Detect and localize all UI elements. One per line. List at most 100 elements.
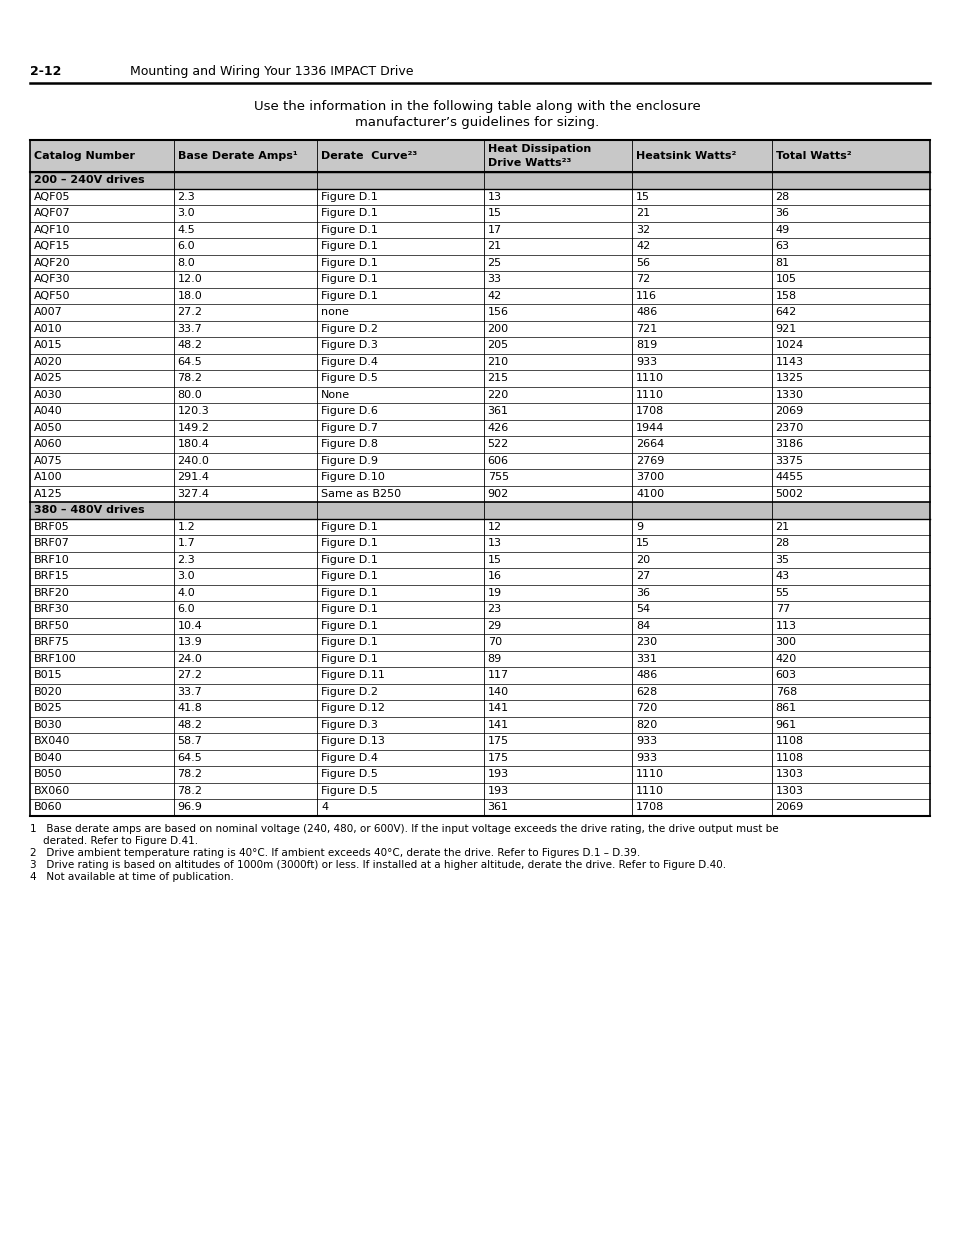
Text: none: none: [321, 308, 349, 317]
Text: A060: A060: [34, 440, 63, 450]
Text: B025: B025: [34, 703, 63, 714]
Text: 56: 56: [636, 258, 649, 268]
Text: 149.2: 149.2: [177, 422, 210, 432]
Text: 1108: 1108: [775, 736, 802, 746]
Text: 15: 15: [487, 209, 501, 219]
Text: B050: B050: [34, 769, 63, 779]
Text: A030: A030: [34, 390, 63, 400]
Text: 2769: 2769: [636, 456, 664, 466]
Text: 4100: 4100: [636, 489, 663, 499]
Text: A025: A025: [34, 373, 63, 383]
Text: 78.2: 78.2: [177, 785, 202, 795]
Text: 175: 175: [487, 736, 508, 746]
Text: 4.0: 4.0: [177, 588, 195, 598]
Text: 361: 361: [487, 803, 508, 813]
Text: 210: 210: [487, 357, 508, 367]
Text: B040: B040: [34, 753, 63, 763]
Text: BRF100: BRF100: [34, 653, 76, 663]
Text: A075: A075: [34, 456, 63, 466]
Text: 78.2: 78.2: [177, 373, 202, 383]
Text: None: None: [321, 390, 350, 400]
Text: 32: 32: [636, 225, 650, 235]
Text: 21: 21: [487, 241, 501, 251]
Text: 720: 720: [636, 703, 657, 714]
Text: A010: A010: [34, 324, 63, 333]
Text: B020: B020: [34, 687, 63, 697]
Text: 240.0: 240.0: [177, 456, 210, 466]
Text: Figure D.1: Figure D.1: [321, 191, 377, 201]
Text: 3186: 3186: [775, 440, 802, 450]
Text: Figure D.1: Figure D.1: [321, 621, 377, 631]
Text: 3700: 3700: [636, 472, 663, 482]
Text: Figure D.7: Figure D.7: [321, 422, 377, 432]
Text: 331: 331: [636, 653, 657, 663]
Text: 64.5: 64.5: [177, 753, 202, 763]
Text: 2   Drive ambient temperature rating is 40°C. If ambient exceeds 40°C, derate th: 2 Drive ambient temperature rating is 40…: [30, 847, 639, 857]
Text: Figure D.5: Figure D.5: [321, 373, 377, 383]
Text: A050: A050: [34, 422, 63, 432]
Text: 902: 902: [487, 489, 508, 499]
Text: Figure D.1: Figure D.1: [321, 637, 377, 647]
Text: 27.2: 27.2: [177, 308, 202, 317]
Text: 1303: 1303: [775, 769, 802, 779]
Text: 105: 105: [775, 274, 796, 284]
Text: 921: 921: [775, 324, 796, 333]
Text: 1330: 1330: [775, 390, 802, 400]
Text: 215: 215: [487, 373, 508, 383]
Text: 193: 193: [487, 785, 508, 795]
Text: 933: 933: [636, 753, 657, 763]
Text: Figure D.1: Figure D.1: [321, 290, 377, 301]
Text: 12: 12: [487, 521, 501, 532]
Text: 20: 20: [636, 555, 650, 564]
Text: 606: 606: [487, 456, 508, 466]
Text: 230: 230: [636, 637, 657, 647]
Text: 36: 36: [636, 588, 649, 598]
Text: 933: 933: [636, 736, 657, 746]
Text: 9: 9: [636, 521, 642, 532]
Text: AQF15: AQF15: [34, 241, 71, 251]
Text: 2-12: 2-12: [30, 65, 61, 78]
Text: Figure D.5: Figure D.5: [321, 769, 377, 779]
Text: 4455: 4455: [775, 472, 803, 482]
Text: 120.3: 120.3: [177, 406, 209, 416]
Text: 4   Not available at time of publication.: 4 Not available at time of publication.: [30, 872, 233, 882]
Text: 96.9: 96.9: [177, 803, 202, 813]
Text: 933: 933: [636, 357, 657, 367]
Text: 42: 42: [487, 290, 501, 301]
Text: Same as B250: Same as B250: [321, 489, 401, 499]
Text: 6.0: 6.0: [177, 241, 195, 251]
Text: 113: 113: [775, 621, 796, 631]
Text: 58.7: 58.7: [177, 736, 202, 746]
Text: 77: 77: [775, 604, 789, 614]
Text: 10.4: 10.4: [177, 621, 202, 631]
Text: Figure D.1: Figure D.1: [321, 653, 377, 663]
Text: 5002: 5002: [775, 489, 802, 499]
Text: Mounting and Wiring Your 1336 IMPACT Drive: Mounting and Wiring Your 1336 IMPACT Dri…: [130, 65, 413, 78]
Text: 768: 768: [775, 687, 796, 697]
Text: 21: 21: [775, 521, 789, 532]
Text: 17: 17: [487, 225, 501, 235]
Text: 1110: 1110: [636, 373, 663, 383]
Text: 15: 15: [487, 555, 501, 564]
Text: 300: 300: [775, 637, 796, 647]
Text: 141: 141: [487, 703, 508, 714]
Text: 193: 193: [487, 769, 508, 779]
Text: A100: A100: [34, 472, 63, 482]
Text: A040: A040: [34, 406, 63, 416]
Text: 961: 961: [775, 720, 796, 730]
Text: 220: 220: [487, 390, 508, 400]
Text: 54: 54: [636, 604, 650, 614]
Text: Figure D.3: Figure D.3: [321, 341, 377, 351]
Text: 41.8: 41.8: [177, 703, 202, 714]
Text: BRF10: BRF10: [34, 555, 70, 564]
Text: 140: 140: [487, 687, 508, 697]
Text: Figure D.6: Figure D.6: [321, 406, 377, 416]
Text: Catalog Number: Catalog Number: [34, 151, 135, 161]
Text: 426: 426: [487, 422, 508, 432]
Text: 43: 43: [775, 572, 789, 582]
Text: 13: 13: [487, 191, 501, 201]
Text: 89: 89: [487, 653, 501, 663]
Text: 15: 15: [636, 538, 649, 548]
Text: 80.0: 80.0: [177, 390, 202, 400]
Text: 861: 861: [775, 703, 796, 714]
